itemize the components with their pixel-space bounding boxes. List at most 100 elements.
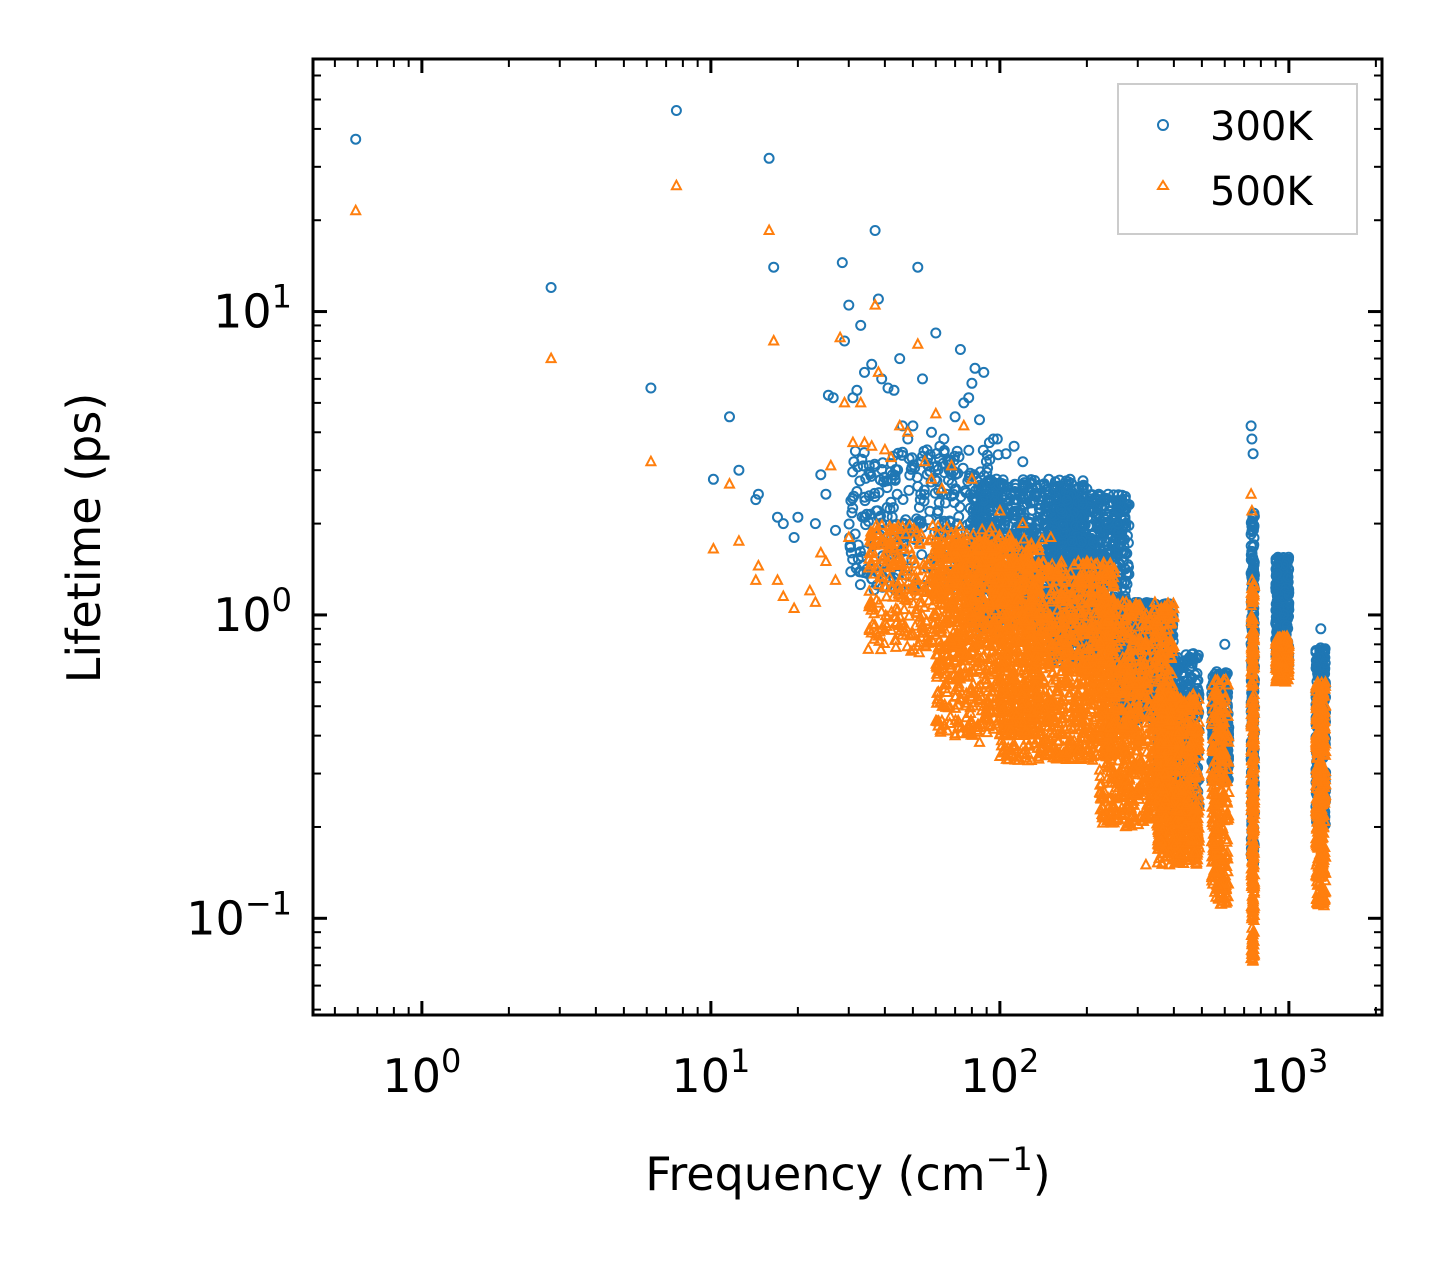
point-300k (1081, 483, 1093, 495)
point-300k (1247, 524, 1259, 536)
point-500k (878, 622, 891, 635)
point-300k (809, 518, 821, 530)
point-300k (1018, 477, 1030, 489)
point-300k (913, 501, 925, 513)
point-300k (854, 546, 866, 558)
point-300k (857, 460, 869, 472)
point-300k (847, 502, 859, 514)
point-300k (1060, 547, 1072, 559)
point-300k (954, 344, 966, 355)
point-300k (963, 444, 975, 456)
point-500k (879, 616, 892, 629)
point-500k (926, 598, 939, 610)
point-300k (1283, 589, 1294, 601)
point-300k (979, 489, 991, 501)
point-300k (980, 456, 992, 468)
point-300k (1180, 649, 1192, 661)
point-500k (891, 549, 904, 562)
point-300k (860, 472, 872, 484)
point-500k (888, 556, 901, 569)
point-300k (852, 553, 864, 565)
point-500k (879, 580, 892, 592)
point-500k (913, 537, 927, 549)
point-300k (938, 433, 950, 445)
point-500k (872, 596, 886, 608)
point-300k (946, 478, 958, 489)
point-300k (792, 511, 804, 523)
point-500k (889, 640, 903, 652)
point-300k (1099, 523, 1111, 535)
point-300k (1112, 504, 1124, 516)
point-300k (991, 433, 1003, 445)
point-500k (862, 642, 875, 654)
point-500k (949, 525, 962, 537)
point-500k (868, 617, 881, 630)
point-300k (907, 420, 919, 432)
point-500k (903, 608, 916, 621)
point-300k (846, 507, 858, 519)
point-300k (670, 105, 682, 116)
point-500k (922, 593, 935, 606)
point-300k (1038, 491, 1050, 503)
point-300k (1245, 420, 1257, 432)
point-500k (892, 586, 905, 599)
point-500k (867, 566, 881, 579)
point-300k (1184, 663, 1196, 674)
point-300k (912, 261, 924, 273)
point-300k (902, 433, 914, 445)
point-500k (891, 602, 904, 615)
point-300k (645, 382, 657, 394)
data-points (349, 105, 1332, 966)
point-300k (1043, 473, 1055, 485)
point-300k (827, 392, 839, 404)
point-300k (849, 445, 861, 457)
point-300k (869, 225, 881, 236)
point-300k (1093, 488, 1105, 500)
point-300k (1051, 493, 1063, 505)
point-300k (852, 461, 864, 473)
point-300k (1033, 518, 1045, 530)
point-300k (1117, 535, 1129, 546)
point-300k (1122, 537, 1134, 549)
point-300k (1219, 638, 1231, 650)
point-300k (1055, 503, 1067, 515)
point-500k (926, 518, 939, 530)
point-500k (920, 613, 933, 626)
point-300k (752, 488, 764, 500)
point-500k (915, 527, 928, 540)
point-300k (865, 470, 877, 482)
point-300k (854, 475, 866, 487)
point-300k (930, 327, 942, 339)
point-300k (1315, 623, 1327, 635)
point-300k (921, 444, 933, 456)
point-300k (977, 444, 989, 456)
point-300k (1247, 448, 1259, 460)
point-300k (350, 133, 362, 145)
point-500k (889, 601, 902, 614)
point-300k (1271, 568, 1283, 580)
point-500k (882, 541, 896, 554)
point-300k (969, 502, 981, 513)
point-300k (897, 494, 909, 505)
point-300k (855, 319, 867, 331)
point-300k (772, 511, 783, 523)
point-500k (867, 632, 881, 644)
point-300k (859, 366, 870, 378)
point-300k (836, 257, 848, 269)
point-300k (1045, 509, 1057, 521)
point-300k (1123, 568, 1135, 580)
point-300k (926, 426, 937, 438)
point-300k (875, 510, 886, 522)
point-300k (974, 414, 985, 426)
series-500k (349, 178, 1332, 966)
point-300k (851, 486, 863, 497)
point-300k (768, 261, 780, 273)
point-300k (851, 384, 863, 396)
point-300k (1049, 476, 1061, 488)
point-300k (1017, 456, 1029, 468)
point-300k (1318, 643, 1330, 655)
point-500k (863, 596, 876, 609)
point-500k (910, 524, 924, 537)
point-300k (1075, 519, 1087, 531)
point-300k (788, 532, 800, 543)
